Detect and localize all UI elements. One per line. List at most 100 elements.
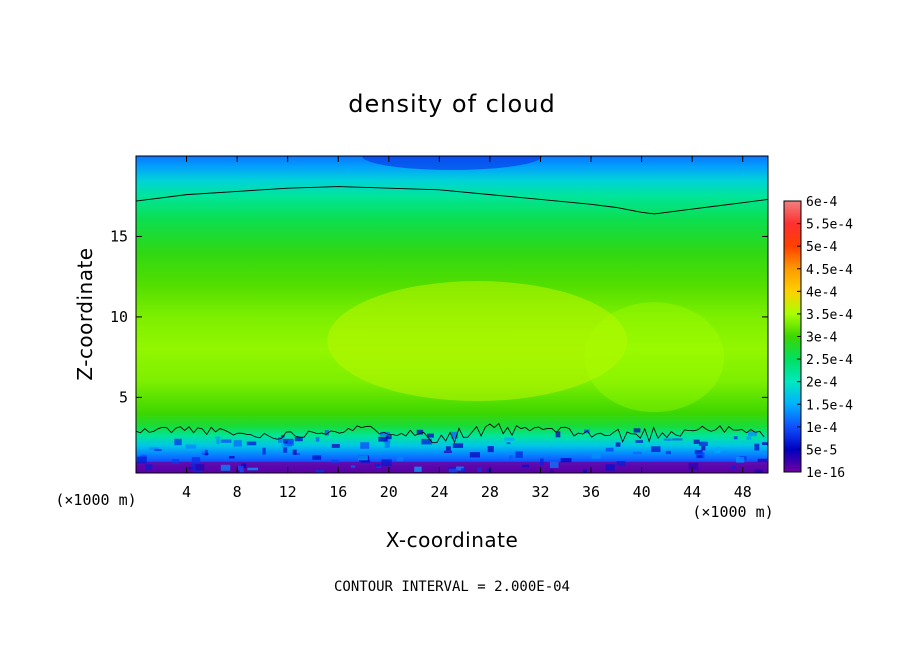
field-speckle: [754, 443, 760, 451]
y-tick-label: 10: [110, 308, 128, 326]
field-speckle: [635, 440, 644, 443]
field-speckle: [324, 430, 329, 436]
colorbar-label: 1.5e-4: [806, 398, 853, 413]
x-tick-label: 4: [182, 483, 191, 501]
field-speckle: [443, 450, 452, 454]
field-speckle: [149, 447, 160, 451]
colorbar-label: 2.5e-4: [806, 353, 853, 368]
field-speckle: [201, 450, 205, 455]
colorbar-label: 3e-4: [806, 331, 837, 346]
field-speckle: [140, 454, 147, 458]
field-speckle: [549, 461, 559, 469]
field-speckle: [762, 450, 768, 456]
field-speckle: [461, 468, 466, 473]
field-speckle: [292, 449, 297, 455]
field-speckle: [247, 467, 259, 471]
field-speckle: [701, 446, 706, 451]
field-speckle: [384, 441, 390, 448]
field-speckle: [331, 459, 339, 463]
field-speckle: [414, 466, 422, 472]
plot-frame: [135, 155, 769, 474]
field-speckle: [220, 464, 231, 471]
field-speckle: [672, 438, 683, 441]
y-axis: 5 10 15: [110, 227, 768, 406]
field-speckle: [154, 448, 162, 452]
field-speckle: [539, 458, 544, 465]
field-speckle: [761, 442, 768, 446]
chart-title: density of cloud: [348, 90, 555, 118]
contour-interval-note: CONTOUR INTERVAL = 2.000E-04: [334, 579, 570, 595]
field-speckle: [246, 441, 257, 446]
colorbar-label: 3.5e-4: [806, 308, 853, 323]
field-speckle: [757, 458, 767, 463]
field-speckle: [233, 440, 242, 447]
colorbar-label: 4.5e-4: [806, 263, 853, 278]
field-speckle: [171, 459, 180, 464]
field-speckle: [448, 468, 458, 473]
field-speckle: [375, 463, 381, 467]
field-speckle: [591, 453, 601, 459]
x-tick-label: 32: [531, 483, 549, 501]
x-tick-label: 36: [582, 483, 600, 501]
field-speckle: [688, 462, 699, 470]
field-speckle: [504, 437, 515, 441]
field-speckle: [282, 446, 288, 453]
field-speckle: [506, 442, 511, 445]
plot-area: [136, 156, 768, 473]
field-speckle: [281, 443, 292, 448]
field-speckle: [732, 466, 736, 469]
field-speckle: [509, 455, 513, 460]
field-speckle: [381, 459, 392, 467]
field-speckle: [380, 431, 391, 436]
field-speckle: [486, 468, 493, 472]
field-speckle: [360, 442, 370, 449]
y-axis-label: Z-coordinate: [73, 247, 97, 380]
density-core: [327, 281, 628, 402]
field-speckle: [746, 436, 752, 440]
field-speckle: [605, 464, 615, 471]
field-speckle: [754, 469, 763, 473]
colorbar-label: 1e-4: [806, 421, 837, 436]
field-speckle: [632, 451, 642, 455]
field-speckle: [651, 446, 661, 453]
colorbar-label: 2e-4: [806, 376, 837, 391]
colorbar-ramp: [784, 201, 801, 472]
x-tick-label: 28: [481, 483, 499, 501]
colorbar-label: 6e-4: [806, 195, 837, 210]
field-speckle: [456, 466, 464, 471]
field-speckle: [378, 436, 388, 442]
contour-lines: [136, 186, 768, 444]
field-speckle: [241, 463, 247, 469]
field-speckle: [615, 442, 621, 447]
x-axis-label: X-coordinate: [386, 528, 519, 552]
field-speckle: [315, 437, 320, 442]
field-speckle: [358, 455, 368, 461]
field-speckle: [515, 451, 523, 458]
colorbar-label: 5.5e-4: [806, 218, 853, 233]
base-low-band: [136, 461, 768, 473]
field-speckle: [522, 464, 529, 468]
field-speckle: [145, 464, 153, 471]
field-speckle: [216, 439, 220, 444]
field-speckle: [452, 443, 464, 448]
field-speckle: [350, 465, 356, 468]
field-speckle: [204, 449, 208, 456]
field-speckle: [582, 469, 587, 473]
colorbar-label: 5e-5: [806, 443, 837, 458]
field-speckle: [202, 452, 209, 456]
field-speckle: [695, 452, 705, 459]
field-speckle: [714, 446, 723, 454]
density-core-secondary: [584, 302, 725, 413]
field-speckle: [294, 437, 303, 442]
y-tick-label: 15: [110, 227, 128, 245]
field-speckle: [331, 444, 340, 448]
field-speckle: [137, 456, 147, 464]
field-speckle: [185, 444, 197, 449]
x-tick-label: 44: [683, 483, 701, 501]
field-speckle: [416, 429, 424, 435]
field-speckle: [735, 457, 745, 463]
field-speckle: [195, 464, 205, 471]
field-speckle: [360, 460, 371, 463]
field-speckle: [238, 465, 244, 471]
field-speckle: [605, 447, 614, 452]
